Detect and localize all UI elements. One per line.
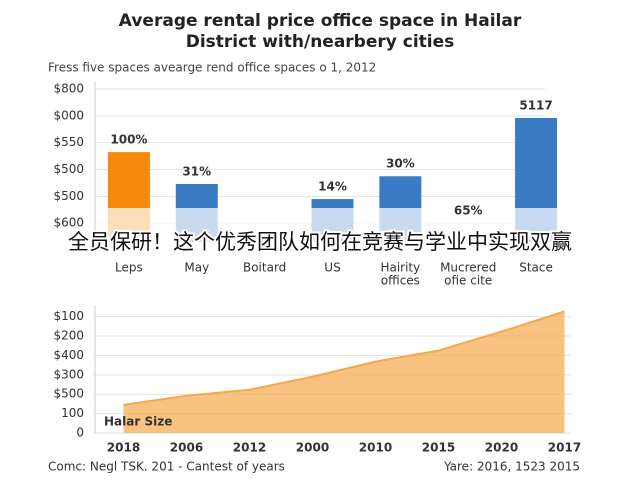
area: [123, 311, 565, 433]
y-tick-label: $600: [53, 216, 84, 230]
y-tick-label: $000: [53, 108, 84, 122]
y-tick-label: 0: [76, 426, 84, 440]
bar-label: 100%: [110, 133, 147, 147]
x-tick-label: 2015: [422, 441, 455, 455]
labels: $800 $000 $550 $500 $500 $600 100% Leps 31% May Bo…: [53, 82, 581, 455]
x-tick-label: 2012: [233, 441, 266, 455]
y-tick-label: $800: [53, 82, 84, 96]
y-tick-label: $500: [53, 387, 84, 401]
legend-label: Halar Size: [104, 415, 172, 429]
y-tick-label: 100: [61, 406, 84, 420]
x-tick-label: May: [184, 261, 209, 275]
footer-right: Yare: 2016, 1523 2015: [443, 460, 580, 474]
y-tick-label: $100: [53, 309, 84, 323]
x-tick-label: Leps: [115, 261, 143, 275]
bar-label: 31%: [182, 165, 211, 179]
x-tick-label: Stace: [519, 261, 553, 275]
y-tick-label: $500: [53, 189, 84, 203]
y-tick-label: $200: [53, 329, 84, 343]
x-tick-sublabel: ofie cite: [444, 274, 492, 288]
bar-fade: [96, 208, 572, 244]
chart-title: Average rental price office space in Hai…: [119, 11, 522, 31]
bar-label: 14%: [318, 180, 347, 194]
y-tick-label: $400: [53, 348, 84, 362]
x-tick-label: US: [324, 261, 340, 275]
chart-title: District with/nearbery cities: [186, 32, 455, 52]
x-tick-label: 2018: [107, 441, 140, 455]
x-tick-label: Hairity: [380, 261, 420, 275]
bar-label: 5117: [519, 98, 552, 112]
x-tick-label: 2020: [485, 441, 518, 455]
x-tick-label: Mucrered: [440, 261, 496, 275]
bar-label: 30%: [386, 157, 415, 171]
y-tick-label: $500: [53, 162, 84, 176]
x-tick-label: Boitard: [243, 261, 286, 275]
x-tick-label: 2000: [296, 441, 329, 455]
x-tick-label: 2017: [548, 441, 581, 455]
x-tick-label: 2006: [170, 441, 203, 455]
x-tick-sublabel: offices: [381, 274, 420, 288]
overlay-caption: 全员保研！这个优秀团队如何在竞赛与学业中实现双赢: [68, 230, 572, 254]
y-tick-label: $550: [53, 135, 84, 149]
bar-label: 65%: [454, 204, 483, 218]
x-tick-label: 2010: [359, 441, 392, 455]
footer-left: Comc: Negl TSK. 201 - Cantest of years: [48, 460, 285, 474]
line: [123, 310, 565, 406]
subtitle: Fress five spaces avearge rend office sp…: [48, 61, 376, 75]
y-tick-label: $300: [53, 367, 84, 381]
